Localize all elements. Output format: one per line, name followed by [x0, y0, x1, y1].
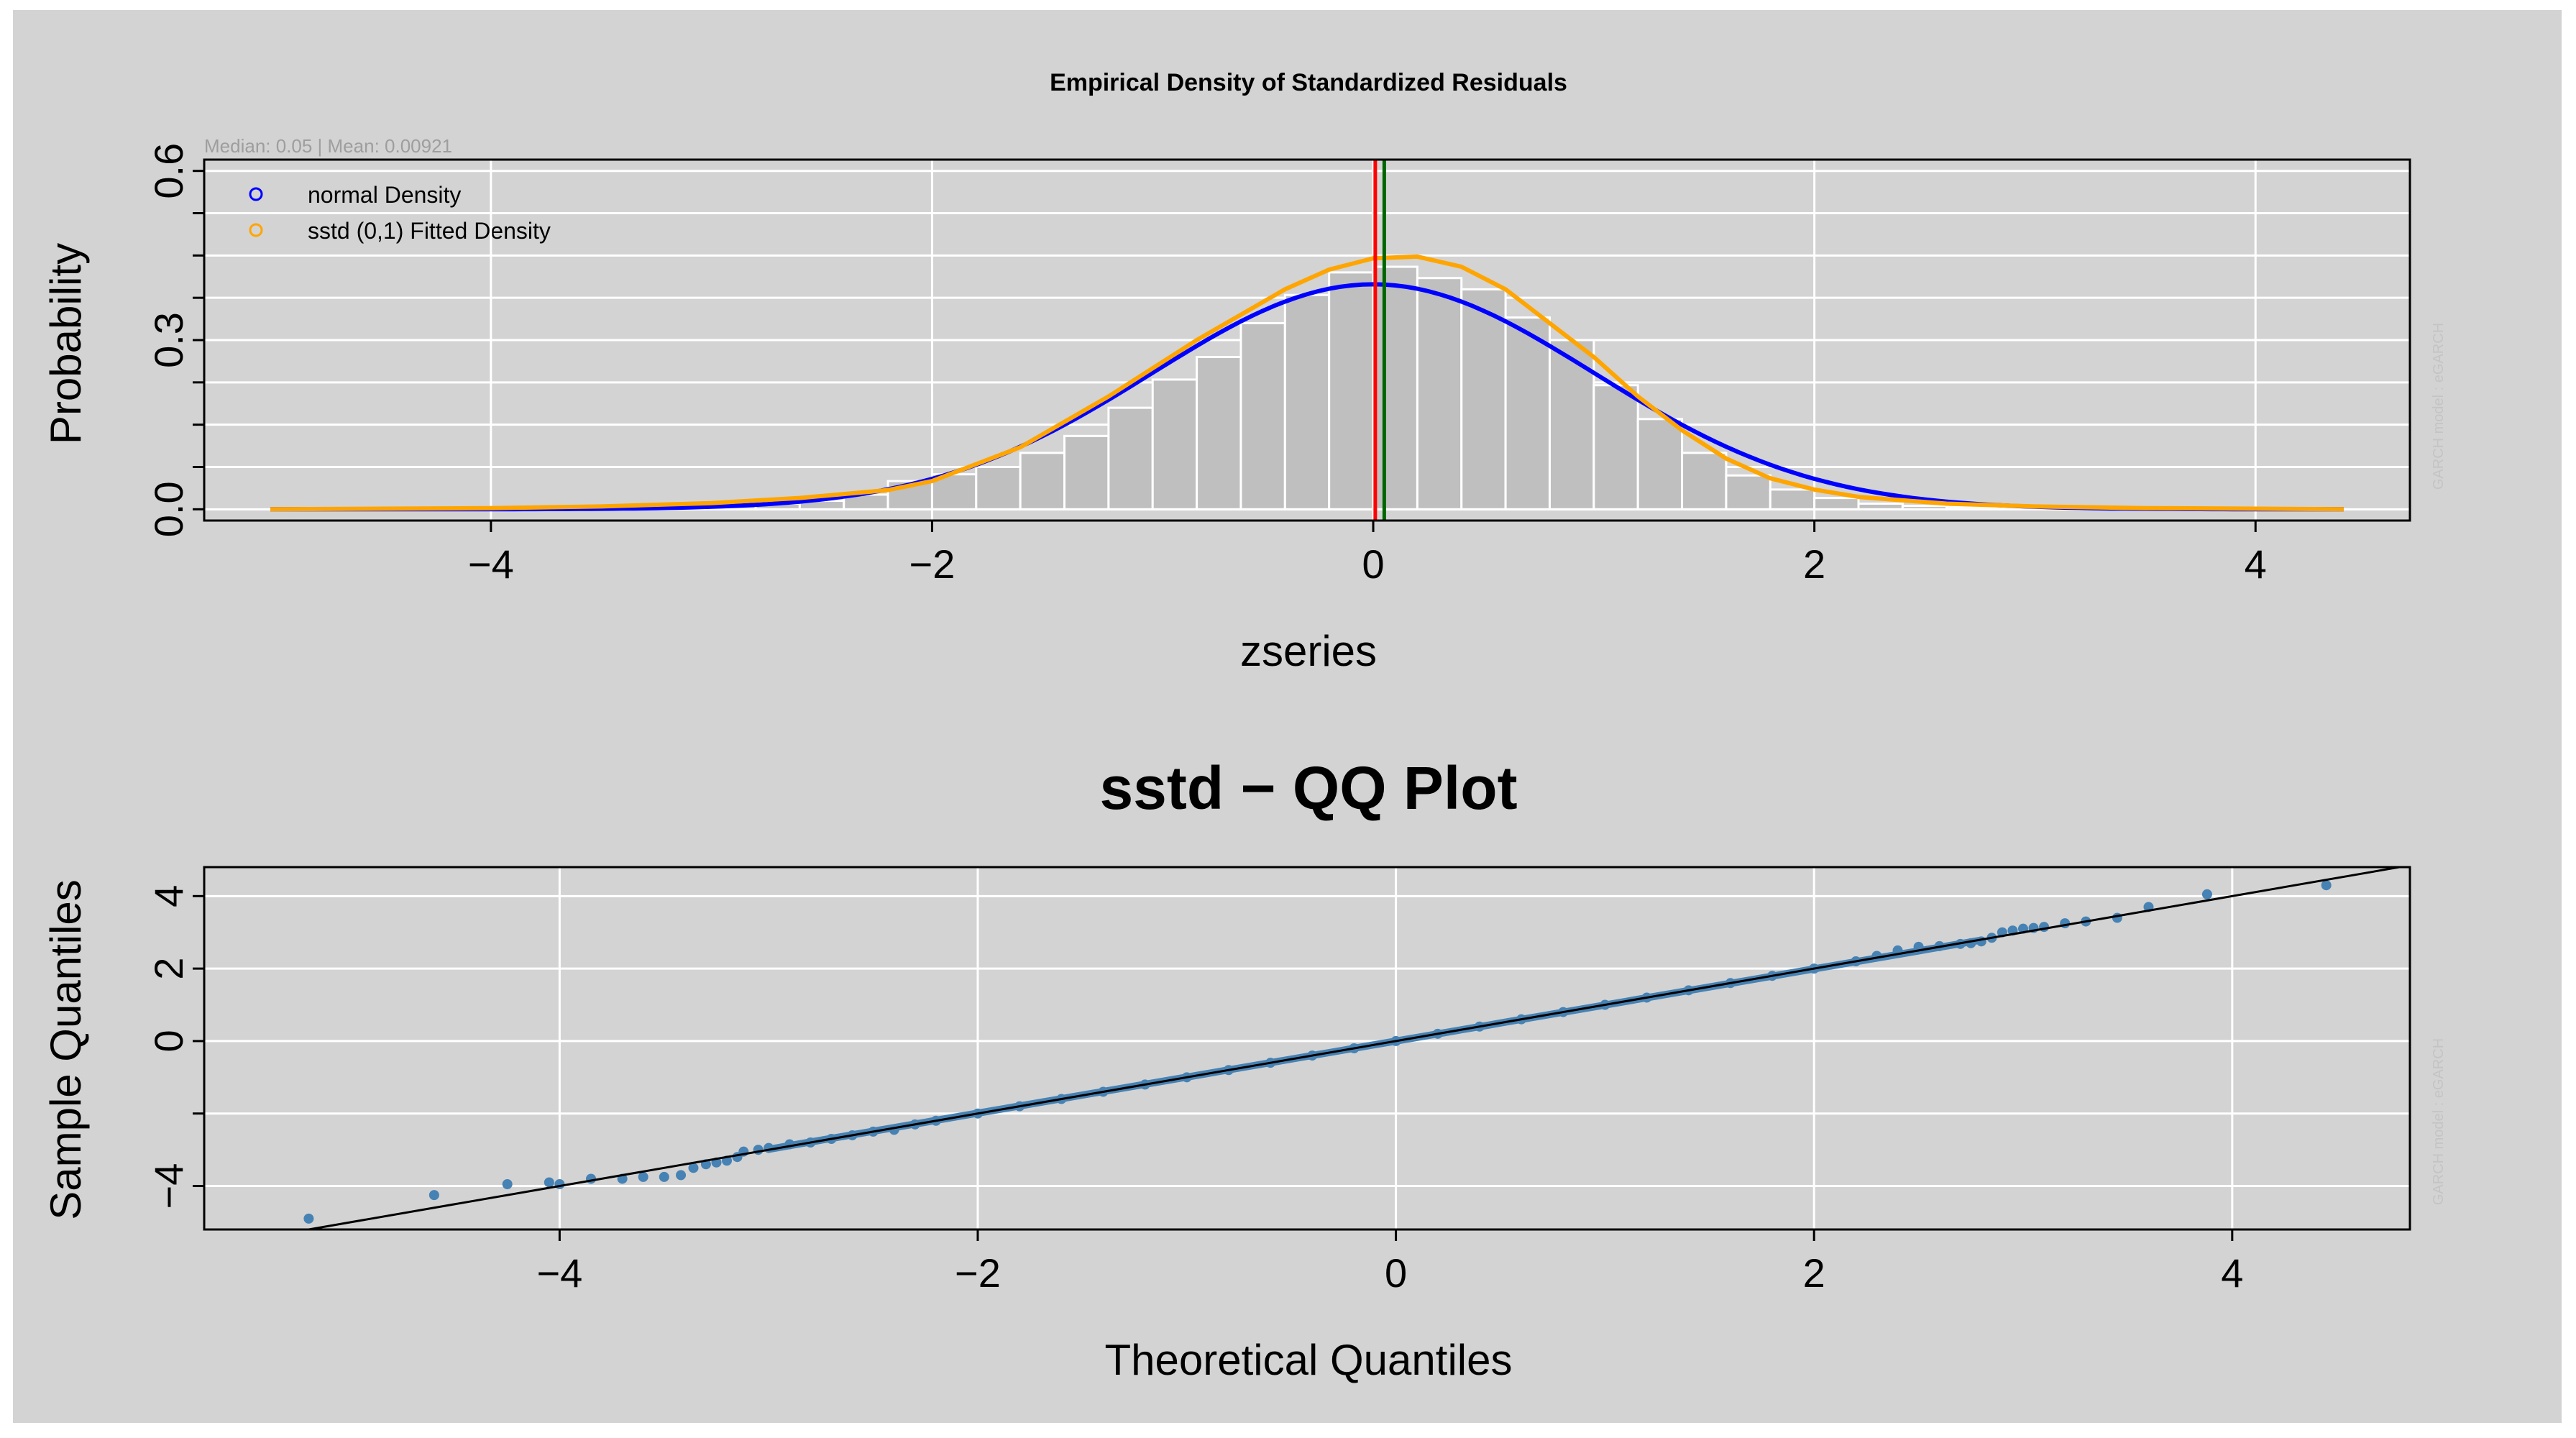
histogram-bar-38	[1945, 505, 1992, 510]
qq-panel: sstd − QQ Plot Theoretical Quantiles Sam…	[42, 754, 2447, 1384]
qq-point-60	[2039, 922, 2050, 933]
density-x-tick-label-4: 4	[2245, 541, 2267, 587]
density-y-axis-label: Probability	[42, 243, 90, 444]
histogram-bar-26	[1416, 277, 1463, 510]
qq-x-tick-label-2: 0	[1385, 1250, 1407, 1296]
qq-x-tick-label-1: −2	[955, 1250, 1001, 1296]
histogram-bar-23	[1283, 293, 1331, 510]
histogram-bar-19	[1107, 406, 1154, 510]
histogram-bar-18	[1063, 434, 1110, 510]
qq-title: sstd − QQ Plot	[1099, 754, 1517, 822]
qq-point-9	[676, 1170, 687, 1181]
qq-y-tick-label-4: 4	[146, 885, 191, 907]
density-x-axis-label: zseries	[1240, 627, 1377, 675]
histogram-bar-33	[1725, 474, 1771, 510]
qq-y-tick-label-0: −4	[146, 1163, 191, 1209]
legend-label-normal-density: normal Density	[308, 182, 461, 208]
histogram-bar-25	[1372, 265, 1418, 510]
figure-background	[13, 10, 2562, 1423]
qq-point-5	[585, 1173, 596, 1184]
qq-watermark: GARCH model : eGARCH	[2431, 1038, 2447, 1205]
qq-x-axis-label: Theoretical Quantiles	[1105, 1336, 1513, 1384]
histogram-bar-36	[1857, 502, 1904, 510]
histogram-bar-32	[1681, 452, 1728, 510]
qq-plot-frame	[203, 866, 2411, 1231]
qq-y-tick-label-2: 0	[146, 1030, 191, 1052]
qq-point-61	[2060, 918, 2071, 929]
qq-point-3	[544, 1177, 554, 1188]
qq-plot-area	[204, 867, 2410, 1229]
density-y-tick-label-1: 0.3	[146, 312, 191, 368]
histogram-bar-34	[1769, 488, 1816, 510]
qq-point-2	[502, 1179, 513, 1189]
histogram-bar-20	[1151, 378, 1198, 510]
histogram-bar-22	[1239, 321, 1286, 510]
qq-reference-line	[302, 867, 2406, 1229]
qq-y-axis-label: Sample Quantiles	[42, 879, 90, 1220]
qq-x-tick-label-3: 2	[1803, 1250, 1825, 1296]
density-x-tick-label-3: 2	[1803, 541, 1825, 587]
qq-point-4	[554, 1179, 565, 1189]
histogram-bar-30	[1592, 384, 1639, 510]
density-y-tick-label-0: 0.0	[146, 481, 191, 537]
legend-marker-normal-density	[249, 187, 263, 201]
qq-point-65	[2201, 889, 2212, 899]
qq-point-10	[688, 1163, 699, 1173]
histogram-bar-16	[975, 465, 1022, 510]
qq-point-7	[638, 1171, 648, 1182]
density-x-tick-label-1: −2	[909, 541, 955, 587]
fitted-density-line	[270, 254, 2344, 512]
density-x-tick-label-0: −4	[468, 541, 514, 587]
density-watermark: GARCH model : eGARCH	[2431, 323, 2447, 490]
qq-point-1	[428, 1190, 439, 1201]
qq-y-tick-label-3: 2	[146, 958, 191, 980]
qq-point-8	[659, 1171, 669, 1182]
qq-x-tick-label-0: −4	[536, 1250, 582, 1296]
histogram-bar-31	[1636, 418, 1684, 510]
qq-x-tick-label-4: 4	[2221, 1250, 2243, 1296]
density-legend: normal Density sstd (0,1) Fitted Density	[249, 182, 551, 244]
density-plot-area	[204, 160, 2410, 521]
histogram-bar-21	[1196, 356, 1242, 510]
histogram-bar-17	[1019, 452, 1066, 510]
qq-point-0	[303, 1213, 314, 1224]
histogram-bar-29	[1548, 339, 1595, 510]
legend-marker-fitted-density	[249, 223, 263, 237]
histogram-bar-24	[1328, 271, 1375, 510]
histogram-bar-27	[1460, 288, 1507, 510]
histogram-bar-28	[1504, 316, 1551, 510]
density-y-tick-label-2: 0.6	[146, 143, 191, 199]
density-x-tick-label-2: 0	[1362, 541, 1384, 587]
qq-point-63	[2112, 912, 2122, 923]
density-title: Empirical Density of Standardized Residu…	[1050, 69, 1567, 96]
legend-label-fitted-density: sstd (0,1) Fitted Density	[308, 218, 551, 244]
histogram-bar-37	[1901, 505, 1948, 510]
qq-point-66	[2321, 880, 2332, 891]
density-panel: Empirical Density of Standardized Residu…	[42, 69, 2447, 675]
density-subtitle: Median: 0.05 | Mean: 0.00921	[204, 135, 452, 157]
histogram-bar-35	[1813, 497, 1860, 510]
qq-point-16	[753, 1145, 764, 1155]
